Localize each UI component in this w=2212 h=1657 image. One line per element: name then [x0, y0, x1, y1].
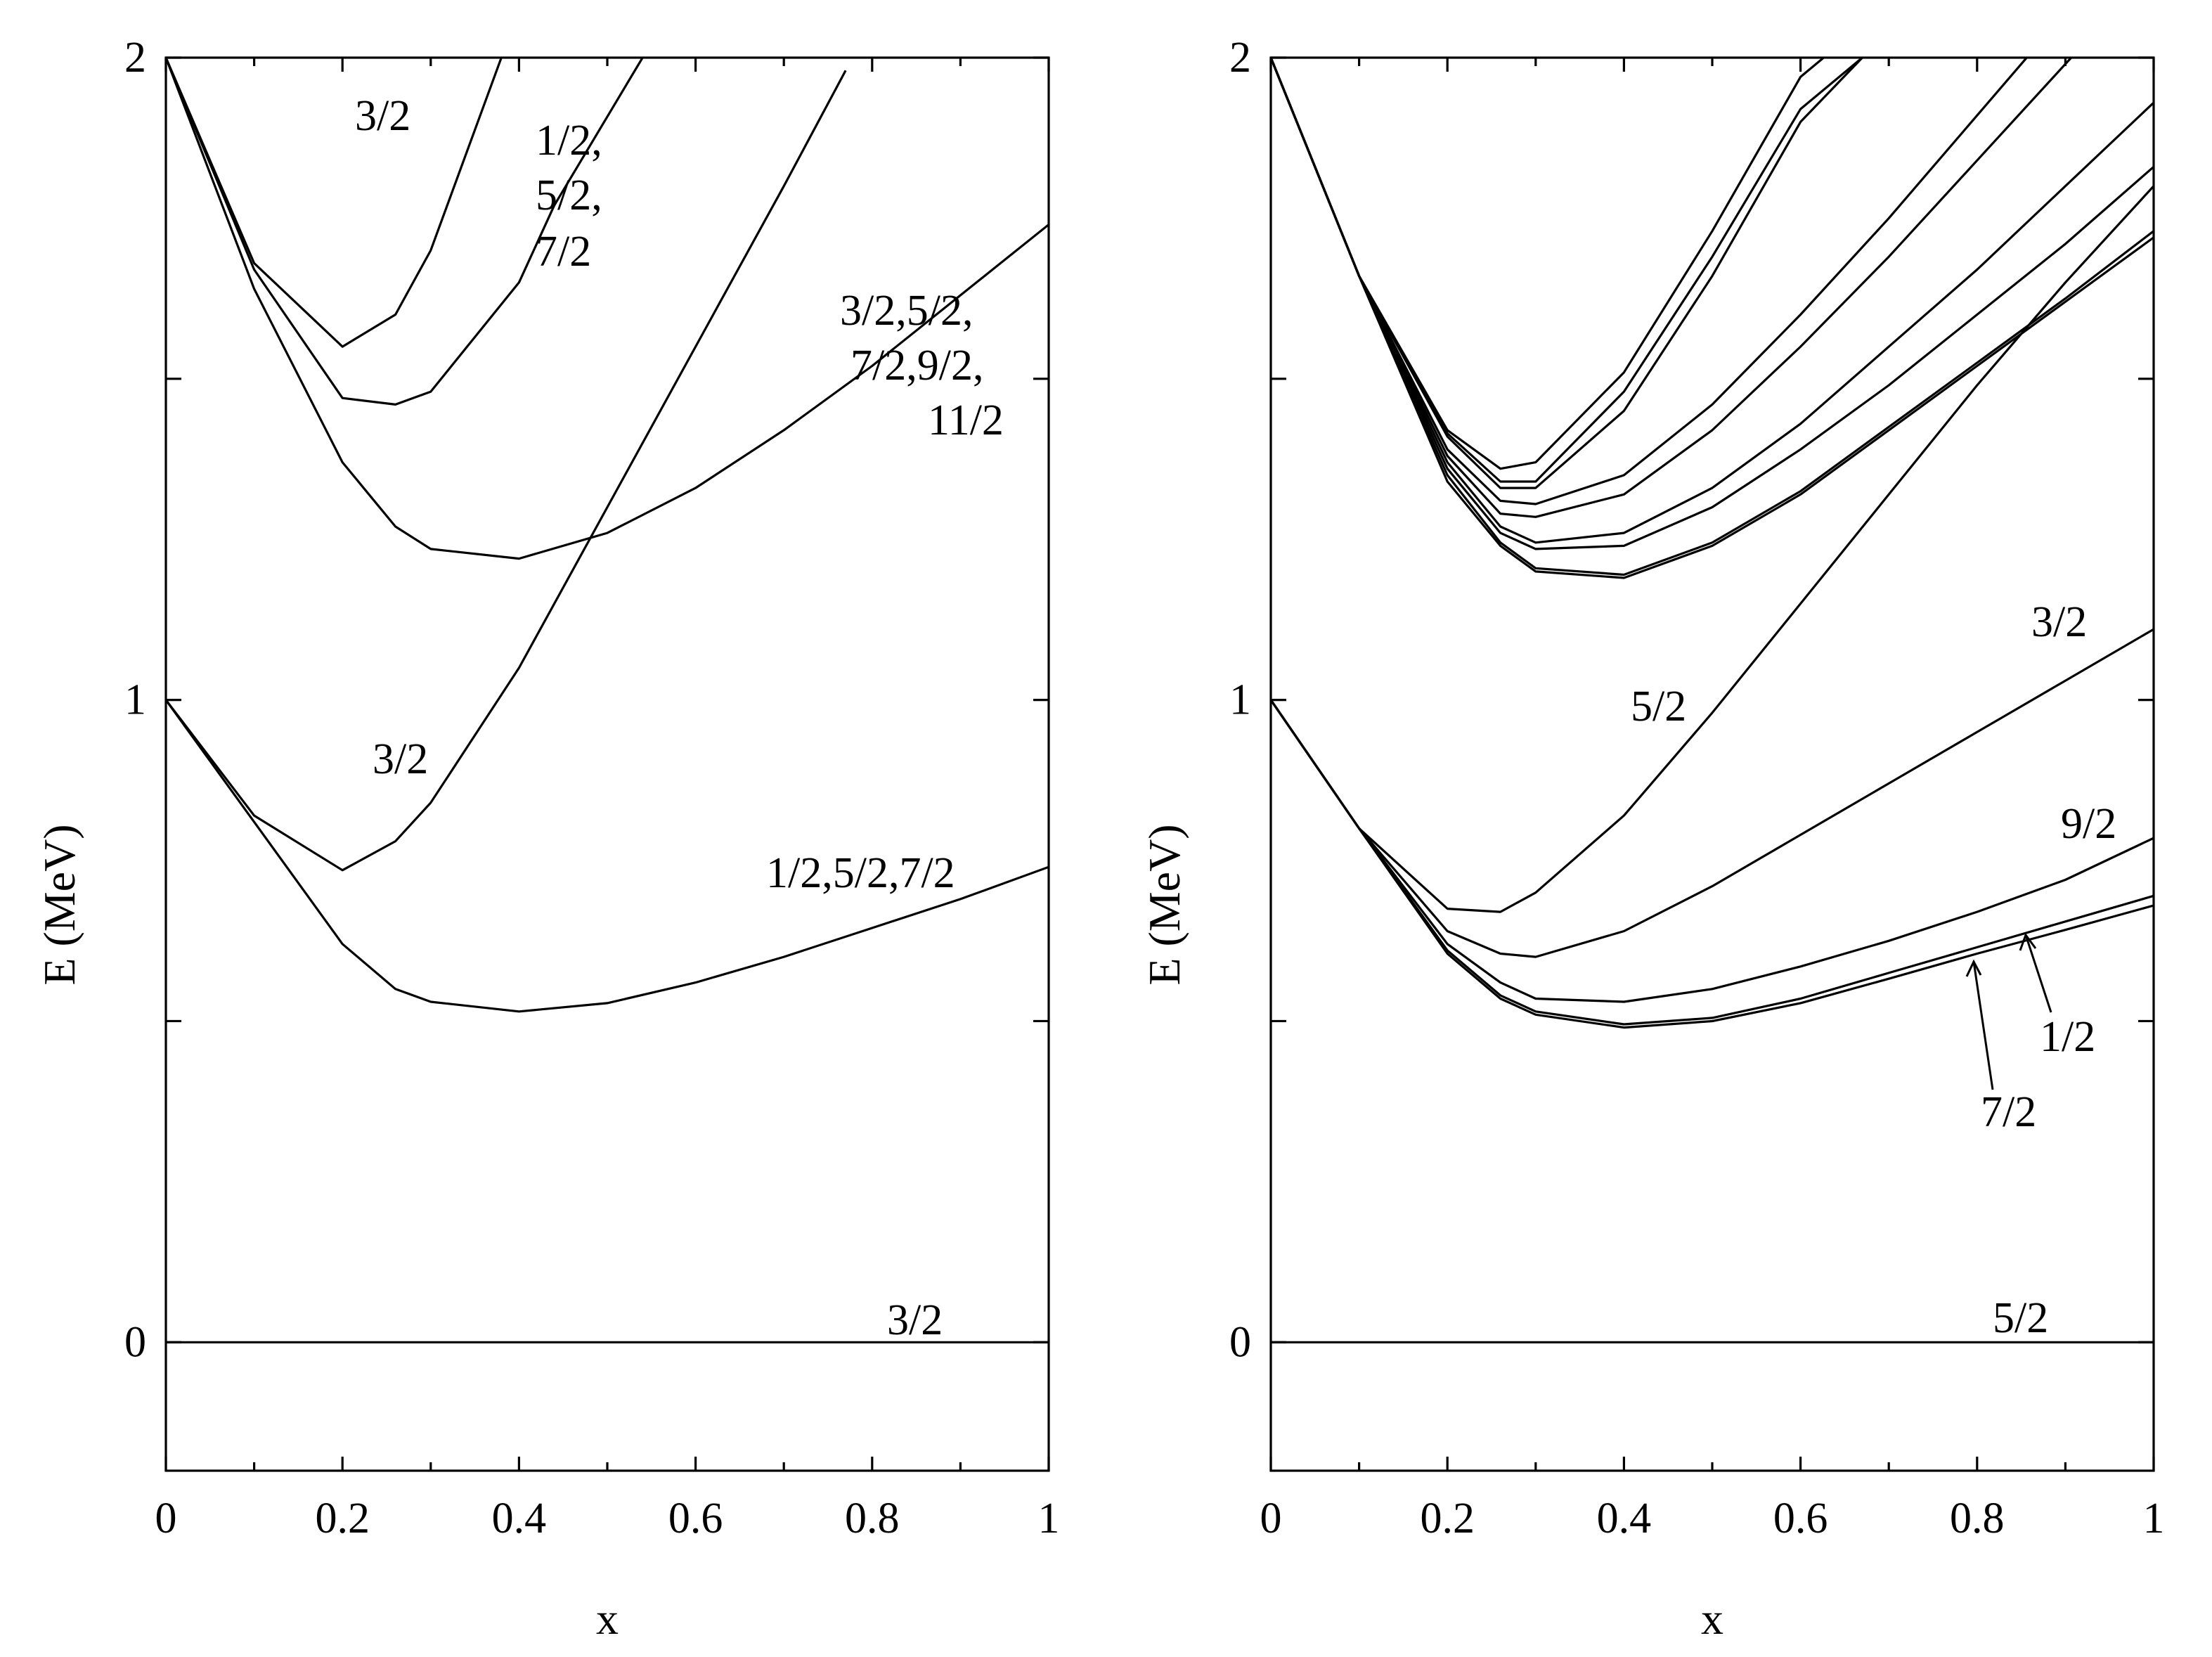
- left-x-tick-label: 0: [155, 1495, 177, 1542]
- label-left-ground: 3/2: [887, 1296, 943, 1344]
- left-x-tick-label: 1: [1038, 1495, 1060, 1542]
- label-right-7-2: 7/2: [1981, 1088, 2036, 1136]
- right-series-9-2: [1271, 699, 2154, 1003]
- right-series-1-2: [1271, 699, 2154, 1026]
- right-series-upper-8: [1271, 58, 1863, 483]
- label-right-5-2: 5/2: [1631, 683, 1686, 730]
- label-right-1-2: 1/2: [2040, 1013, 2095, 1061]
- label-left-half-a: 1/2,: [536, 117, 602, 165]
- right-series-upper-6: [1271, 58, 2029, 505]
- label-left-upper-3-2: 3/2: [355, 92, 410, 140]
- right-series-upper-9: [1271, 58, 1826, 470]
- left-x-tick-label: 0.4: [492, 1495, 547, 1542]
- right-x-axis-label: x: [1701, 1594, 1723, 1644]
- right-y-axis-label: E (MeV): [1139, 824, 1189, 985]
- left-x-tick-label: 0.6: [668, 1495, 723, 1542]
- label-left-band-c: 11/2: [928, 396, 1004, 444]
- label-left-half-c: 7/2: [536, 228, 591, 276]
- right-x-tick-label: 0.4: [1597, 1495, 1652, 1542]
- label-left-half-b: 5/2,: [536, 172, 602, 219]
- right-series-upper-2: [1271, 58, 2154, 576]
- left-y-tick-label: 1: [124, 676, 146, 724]
- label-right-3-2: 3/2: [2031, 598, 2087, 646]
- arrow-1-2: [2019, 932, 2052, 1013]
- left-x-tick-label: 0.8: [845, 1495, 900, 1542]
- left-plot-frame: [164, 56, 1050, 1472]
- label-left-low-band: 1/2,5/2,7/2: [766, 849, 955, 897]
- right-series-7-2: [1271, 699, 2154, 1029]
- left-x-tick-label: 0.2: [315, 1495, 370, 1542]
- right-y-tick-label: 2: [1229, 34, 1251, 82]
- label-left-band-a: 3/2,5/2,: [840, 287, 973, 335]
- left-x-axis-label: x: [596, 1594, 619, 1644]
- right-series-3-2: [1271, 628, 2154, 958]
- right-y-tick-label: 0: [1229, 1318, 1251, 1366]
- label-right-9-2: 9/2: [2061, 800, 2116, 848]
- left-series-3-2-lower-band-: [166, 70, 847, 872]
- right-x-tick-label: 0.2: [1420, 1495, 1475, 1542]
- right-x-tick-label: 0.8: [1950, 1495, 2005, 1542]
- arrow-7-2: [1965, 959, 1994, 1090]
- right-series-upper-5: [1271, 58, 2073, 518]
- right-series-upper-4: [1271, 58, 2154, 544]
- left-series-3-2-upper-band-: [166, 58, 503, 348]
- left-y-axis-label: E (MeV): [34, 824, 84, 985]
- label-left-band-b: 7/2,9/2,: [850, 342, 983, 389]
- left-panel: 0 0.2 0.4 0.6 0.8 1 0 1 2 x E (MeV): [34, 34, 1060, 1644]
- left-series-1-2-5-2-7-2: [166, 699, 1049, 1013]
- left-y-tick-label: 0: [124, 1318, 146, 1366]
- right-x-tick-label: 1: [2143, 1495, 2165, 1542]
- right-x-tick-label: 0.6: [1773, 1495, 1828, 1542]
- right-series-upper-1: [1271, 58, 2154, 579]
- label-right-ground: 5/2: [1993, 1294, 2048, 1342]
- right-y-tick-label: 1: [1229, 676, 1251, 724]
- left-series-1-2-5-2-7-2: [166, 58, 644, 406]
- right-x-tick-label: 0: [1260, 1495, 1282, 1542]
- right-plot-frame: [1269, 56, 2155, 1472]
- right-series-5-2: [1271, 185, 2154, 913]
- right-series-upper-3: [1271, 58, 2154, 550]
- left-y-tick-label: 2: [124, 34, 146, 82]
- right-panel: 0 0.2 0.4 0.6 0.8 1 0 1 2 x E (MeV): [1139, 34, 2165, 1644]
- left-series-3-2-5-2-7-2-9-2-11-2: [166, 58, 1049, 560]
- label-left-mid-3-2: 3/2: [373, 735, 428, 783]
